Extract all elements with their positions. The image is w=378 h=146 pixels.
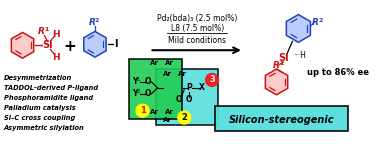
Text: Palladium catalysis: Palladium catalysis bbox=[4, 105, 76, 111]
Text: 3: 3 bbox=[209, 75, 215, 84]
Text: Ar: Ar bbox=[150, 60, 159, 66]
Polygon shape bbox=[265, 69, 288, 95]
Text: I: I bbox=[114, 39, 118, 49]
Text: H: H bbox=[53, 53, 60, 62]
Text: 2: 2 bbox=[95, 18, 99, 23]
Text: Ar: Ar bbox=[163, 117, 172, 122]
Text: O: O bbox=[144, 89, 151, 98]
Circle shape bbox=[178, 111, 191, 124]
Text: R: R bbox=[273, 61, 280, 70]
Text: Si–C cross coupling: Si–C cross coupling bbox=[4, 115, 75, 121]
Text: R: R bbox=[88, 18, 95, 27]
Text: O: O bbox=[176, 95, 183, 104]
Text: Asymmetric silylation: Asymmetric silylation bbox=[4, 124, 84, 131]
Text: Ar: Ar bbox=[150, 109, 159, 115]
FancyBboxPatch shape bbox=[156, 69, 218, 126]
Text: 1: 1 bbox=[136, 77, 140, 82]
Circle shape bbox=[136, 104, 149, 117]
Text: Ar: Ar bbox=[178, 71, 187, 77]
Text: Y: Y bbox=[132, 89, 137, 98]
Text: R: R bbox=[38, 27, 45, 36]
Text: 1: 1 bbox=[139, 106, 146, 115]
Text: Ar: Ar bbox=[165, 60, 174, 66]
Text: +: + bbox=[64, 39, 76, 54]
Text: Ar: Ar bbox=[178, 117, 187, 122]
Text: 2: 2 bbox=[136, 89, 140, 94]
Polygon shape bbox=[84, 31, 106, 57]
Text: 2: 2 bbox=[318, 18, 322, 23]
Circle shape bbox=[206, 73, 218, 86]
FancyBboxPatch shape bbox=[129, 59, 182, 119]
Text: ···H: ···H bbox=[293, 51, 306, 60]
Text: up to 86% ee: up to 86% ee bbox=[307, 67, 369, 77]
Text: Desymmetrization: Desymmetrization bbox=[4, 75, 72, 81]
Text: Phosphoramidite ligand: Phosphoramidite ligand bbox=[4, 95, 93, 101]
Text: 1: 1 bbox=[44, 27, 48, 32]
Text: Mild conditions: Mild conditions bbox=[168, 36, 226, 45]
Text: TADDOL-derived P-ligand: TADDOL-derived P-ligand bbox=[4, 85, 98, 91]
Text: Pd₂(bda)₃ (2.5 mol%): Pd₂(bda)₃ (2.5 mol%) bbox=[157, 14, 237, 23]
Text: O: O bbox=[144, 77, 151, 86]
Text: P: P bbox=[186, 83, 192, 92]
FancyBboxPatch shape bbox=[215, 106, 348, 131]
Text: R: R bbox=[312, 18, 319, 27]
Text: Ar: Ar bbox=[165, 109, 174, 115]
Polygon shape bbox=[11, 32, 34, 58]
Text: 1: 1 bbox=[279, 61, 284, 66]
Text: X: X bbox=[199, 83, 205, 92]
Text: 2: 2 bbox=[181, 113, 187, 122]
Text: L8 (7.5 mol%): L8 (7.5 mol%) bbox=[170, 24, 224, 33]
Text: O: O bbox=[186, 95, 192, 104]
Text: Ar: Ar bbox=[163, 71, 172, 77]
Text: Si: Si bbox=[42, 40, 53, 50]
Text: Silicon-stereogenic: Silicon-stereogenic bbox=[229, 115, 334, 125]
Text: H: H bbox=[53, 30, 60, 39]
Polygon shape bbox=[286, 15, 310, 42]
Text: Si: Si bbox=[278, 53, 289, 63]
Text: Y: Y bbox=[132, 77, 137, 86]
